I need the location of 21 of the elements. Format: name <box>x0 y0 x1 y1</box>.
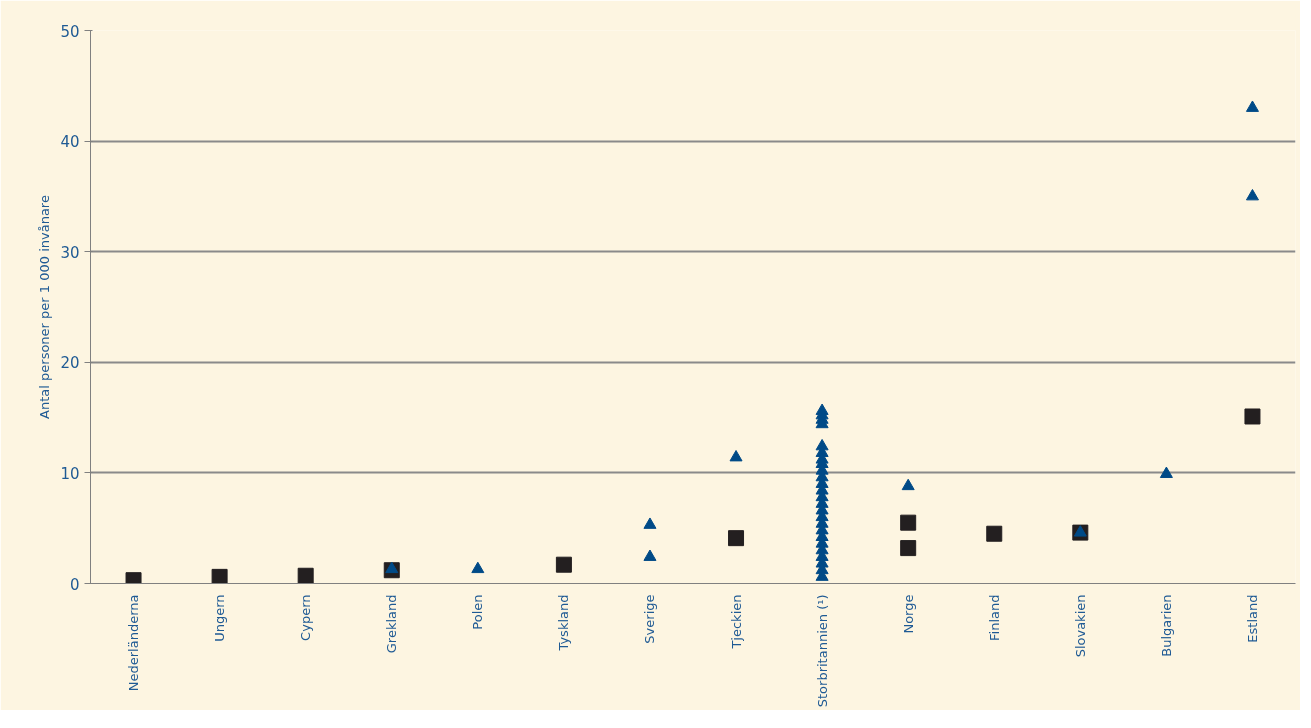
x-tick-label: Tjeckien <box>728 594 744 650</box>
x-tick-label: Finland <box>986 594 1002 641</box>
x-tick-label: Sverige <box>642 594 658 644</box>
x-tick-label: Grekland <box>384 594 400 654</box>
x-tick-label: Slovakien <box>1072 594 1088 658</box>
x-tick-label: Ungern <box>212 594 228 642</box>
y-tick-label: 10 <box>60 464 80 483</box>
x-tick-label: Cypern <box>298 594 314 641</box>
x-tick-label: Norge <box>900 594 916 634</box>
x-tick-label: Storbritannien (¹) <box>814 594 830 708</box>
y-tick-label: 0 <box>69 575 80 594</box>
x-tick-label: Estland <box>1244 594 1260 643</box>
x-tick-label: Bulgarien <box>1158 594 1174 657</box>
y-tick-label: 20 <box>60 354 80 373</box>
x-tick-label: Polen <box>470 594 486 630</box>
y-tick-label: 40 <box>60 133 80 152</box>
y-tick-label: 50 <box>60 22 80 41</box>
x-tick-label: Tyskland <box>556 594 572 652</box>
y-axis-title: Antal personer per 1 000 invånare <box>37 195 53 419</box>
x-tick-label: Nederländerna <box>126 594 142 692</box>
y-tick-label: 30 <box>60 243 80 262</box>
